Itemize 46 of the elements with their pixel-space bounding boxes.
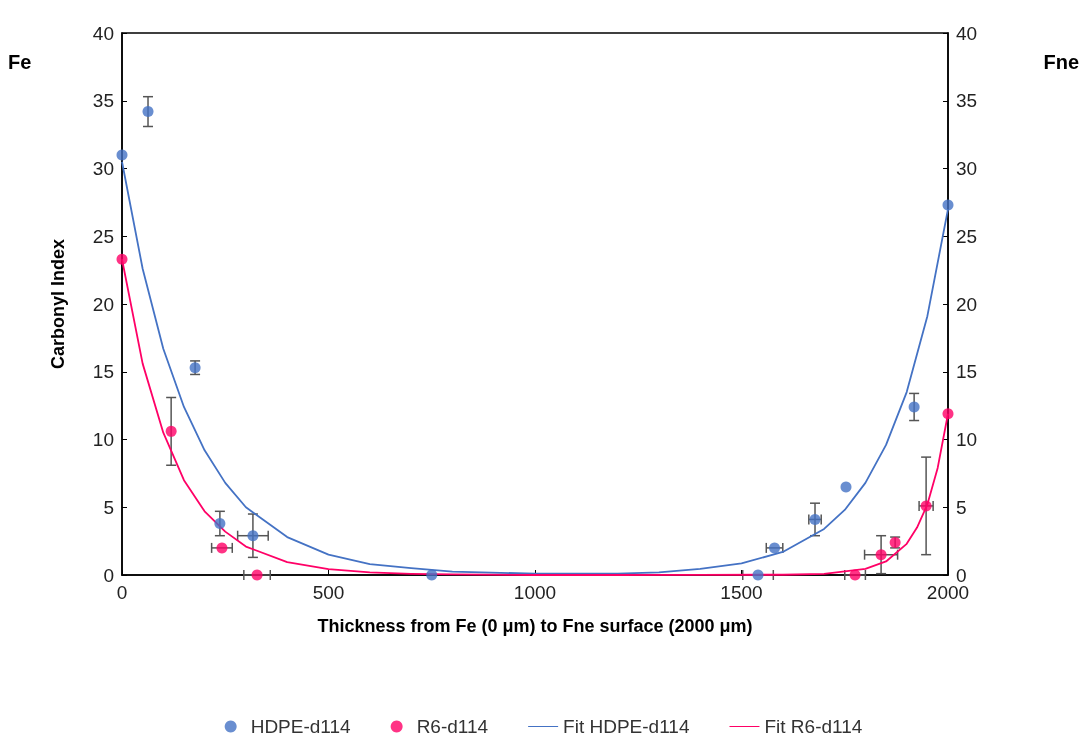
x-tick-label: 1500 (720, 582, 763, 603)
x-tick-label: 0 (116, 582, 128, 603)
y2-tick-label: 20 (956, 293, 978, 315)
y2-tick-label: 5 (956, 496, 967, 518)
text: Fne (1043, 51, 1080, 73)
y-tick-label: 20 (92, 293, 114, 315)
point (251, 569, 263, 581)
y-tick-label: 15 (92, 361, 114, 383)
y-tick-label: 40 (92, 22, 114, 44)
point (769, 542, 781, 554)
x-tick-label: 1000 (513, 582, 557, 603)
point (942, 408, 954, 420)
point (214, 518, 226, 530)
y-tick-label: 30 (92, 158, 114, 179)
y2-tick-label: 30 (956, 158, 978, 179)
y2-tick-label: 35 (956, 90, 978, 112)
y-axis-title: Carbonyl Index (48, 238, 68, 370)
point (908, 401, 920, 413)
x-axis-title: Thickness from Fe (0 μm) to Fne surface (2000 μm) (317, 616, 753, 636)
point (942, 199, 954, 211)
y-tick-label: 35 (92, 90, 114, 112)
y-tick-label: 25 (92, 225, 114, 247)
y2-tick-label: 40 (956, 22, 978, 44)
point (116, 149, 128, 161)
point (165, 425, 177, 437)
y2-tick-label: 15 (956, 361, 978, 383)
text: Fe (8, 51, 32, 73)
point (849, 569, 861, 581)
point (875, 549, 887, 561)
point (752, 569, 764, 581)
y-tick-label: 5 (103, 496, 114, 518)
point (840, 481, 852, 493)
point (216, 542, 228, 554)
point (142, 106, 154, 118)
point (247, 530, 259, 542)
point (116, 253, 128, 265)
y-tick-label: 10 (92, 429, 114, 450)
y2-tick-label: 25 (956, 225, 978, 247)
point (426, 569, 438, 581)
legend-label: HDPE-d114 (250, 716, 352, 737)
legend-label: R6-d114 (416, 716, 489, 737)
y-tick-label: 0 (103, 564, 114, 586)
legend-label: Fit HDPE-d114 (563, 716, 690, 737)
x-tick-label: 500 (312, 582, 345, 603)
legend-label: Fit R6-d114 (764, 716, 863, 737)
y2-tick-label: 10 (956, 429, 978, 450)
